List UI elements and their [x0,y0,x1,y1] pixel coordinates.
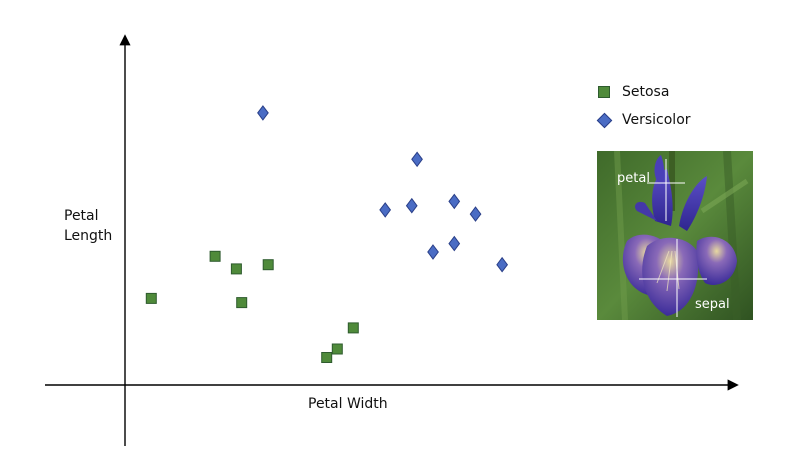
setosa-point [145,292,157,304]
versicolor-point [405,197,418,214]
setosa-point [262,259,274,271]
y-axis-label-line-1: Petal [64,208,99,224]
points-layer [145,105,509,363]
photo-label-petal: petal [617,171,650,186]
legend-square-marker [598,86,610,98]
versicolor-point [448,235,461,252]
setosa-point [230,263,242,275]
versicolor-point [411,151,423,168]
setosa-point [236,297,248,309]
versicolor-point [379,202,392,218]
setosa-point [321,352,333,363]
photo-label-sepal: sepal [695,297,730,312]
setosa-point [347,322,359,334]
versicolor-point [469,206,482,222]
versicolor-point [257,105,269,121]
versicolor-point [427,244,439,260]
legend-diamond-marker [596,112,613,128]
versicolor-point [448,193,461,210]
x-axis-label: Petal Width [308,396,388,412]
y-axis-label: Petal Length [64,206,144,246]
legend-item-setosa: Setosa [596,78,691,106]
legend: Setosa Versicolor [596,78,691,134]
legend-label-versicolor: Versicolor [622,112,691,128]
setosa-point [331,343,343,355]
legend-item-versicolor: Versicolor [596,106,691,134]
setosa-point [209,250,221,262]
versicolor-point [496,256,509,273]
legend-label-setosa: Setosa [622,84,670,100]
iris-flower-photo: petal sepal [597,151,753,320]
y-axis-label-line-2: Length [64,228,113,244]
